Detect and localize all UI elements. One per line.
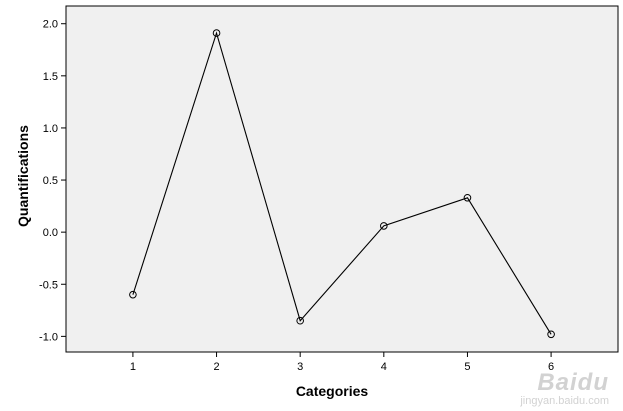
x-tick-label: 2 — [213, 361, 219, 373]
x-axis: 1 2 3 4 5 6 — [130, 352, 554, 373]
x-axis-title: Categories — [296, 383, 369, 399]
x-tick-label: 5 — [464, 361, 470, 373]
data-point — [296, 316, 304, 325]
y-axis: -1.0 -0.5 0.0 0.5 1.0 1.5 2.0 — [39, 19, 66, 343]
data-point — [212, 29, 221, 37]
data-point — [547, 330, 555, 339]
x-tick-label: 6 — [548, 361, 554, 373]
y-axis-title: Quantifications — [15, 125, 31, 227]
y-tick-label: 1.5 — [43, 71, 58, 83]
x-tick-label: 4 — [381, 361, 387, 373]
y-tick-label: -0.5 — [39, 279, 58, 291]
data-point — [463, 193, 472, 202]
series-line — [132, 31, 552, 335]
x-tick-label: 1 — [130, 361, 136, 373]
x-tick-label: 3 — [297, 361, 303, 373]
y-tick-label: 0.5 — [43, 175, 58, 187]
y-tick-label: 0.0 — [43, 227, 58, 239]
y-tick-label: 2.0 — [43, 19, 58, 31]
y-tick-label: 1.0 — [43, 123, 58, 135]
data-series — [129, 29, 555, 339]
data-point — [129, 290, 137, 299]
y-tick-label: -1.0 — [39, 331, 58, 343]
data-point — [380, 222, 388, 230]
plot-area — [65, 5, 619, 353]
